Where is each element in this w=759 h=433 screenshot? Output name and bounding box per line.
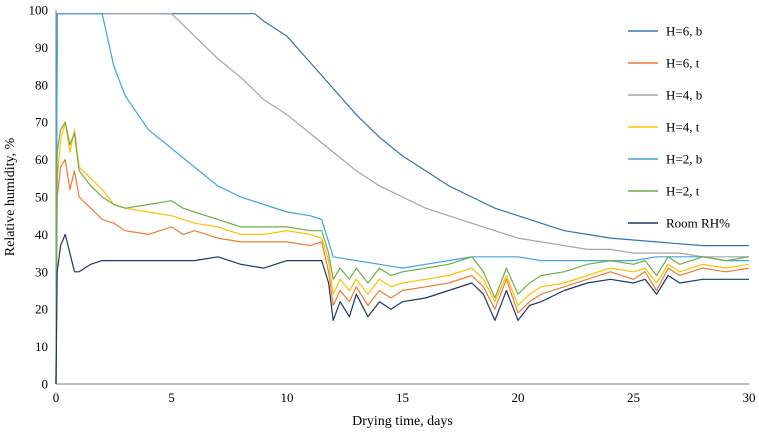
y-tick-label: 50: [35, 190, 48, 205]
x-tick-label: 5: [168, 390, 175, 405]
y-tick-label: 40: [35, 227, 48, 242]
y-tick-label: 100: [29, 3, 49, 18]
series-lines: [55, 13, 750, 385]
y-tick-label: 90: [35, 40, 48, 55]
legend-label-1: H=6, t: [666, 56, 700, 71]
y-tick-label: 0: [42, 377, 49, 392]
x-axis-title: Drying time, days: [352, 414, 453, 429]
x-tick-label: 10: [281, 390, 294, 405]
legend-label-0: H=6, b: [666, 24, 702, 39]
series-line-6: [55, 233, 749, 385]
series-line-4: [55, 13, 749, 385]
legend-label-4: H=2, b: [666, 152, 702, 167]
legend-label-6: Room RH%: [666, 216, 730, 231]
legend-label-3: H=4, t: [666, 120, 700, 135]
y-tick-label: 80: [35, 77, 48, 92]
y-tick-label: 60: [35, 152, 48, 167]
series-line-1: [55, 159, 750, 385]
series-line-5: [55, 121, 750, 385]
x-tick-label: 20: [512, 390, 525, 405]
x-tick-label: 0: [53, 390, 60, 405]
series-line-2: [55, 13, 749, 385]
y-tick-label: 70: [35, 115, 48, 130]
x-tick-labels: 0 5 10 15 20 25 30: [53, 390, 756, 405]
legend: H=6, b H=6, t H=4, b H=4, t H=2, b H=2, t Room…: [628, 24, 730, 231]
y-tick-label: 30: [35, 264, 48, 279]
x-tick-label: 30: [743, 390, 756, 405]
y-axis-title: Relative humidity, %: [3, 137, 18, 256]
legend-label-2: H=4, b: [666, 88, 702, 103]
y-tick-labels: 0 10 20 30 40 50 60 70 80 90 100: [29, 3, 49, 392]
x-tick-label: 25: [627, 390, 640, 405]
x-tick-label: 15: [396, 390, 409, 405]
legend-label-5: H=2, t: [666, 184, 700, 199]
series-line-3: [55, 121, 750, 385]
y-tick-label: 10: [35, 339, 48, 354]
series-line-0: [55, 13, 749, 385]
y-tick-label: 20: [35, 302, 48, 317]
